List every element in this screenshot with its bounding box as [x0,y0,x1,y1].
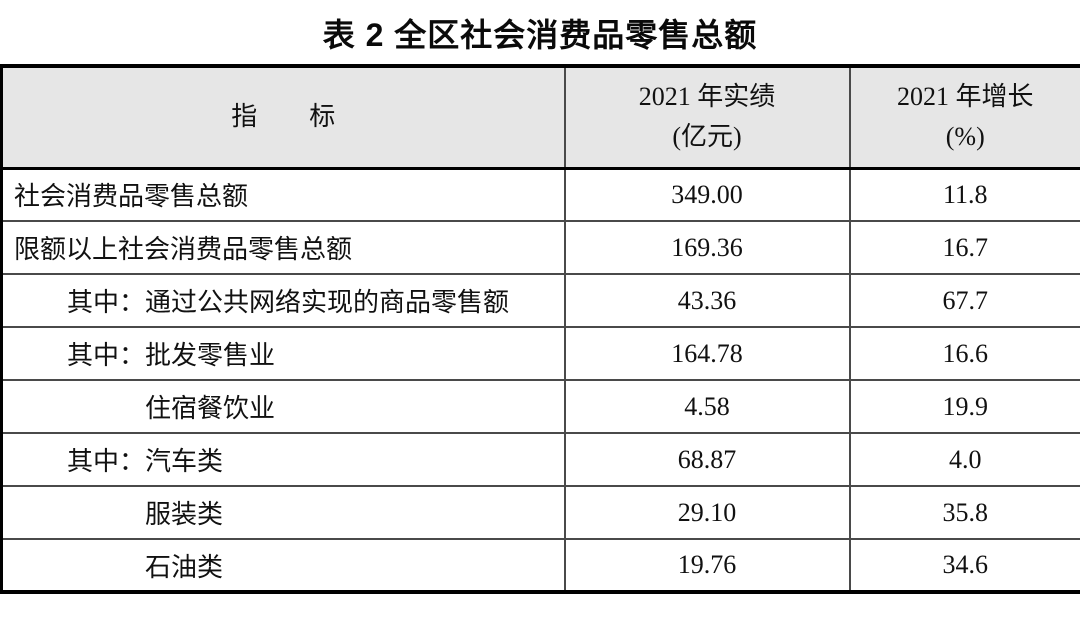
header-growth-2021: 2021 年增长 (%) [848,65,1080,170]
header-indicator: 指 标 [0,65,566,170]
retail-sales-table: 指 标 2021 年实绩 (亿元) 2021 年增长 (%) 社会消费品零售总额… [0,64,1080,594]
value-cell: 68.87 [563,432,851,487]
header-value-unit: (亿元) [672,122,742,152]
table-row: 其中：汽车类 68.87 4.0 [0,432,1080,487]
value-cell: 349.00 [563,167,851,222]
indicator-cell: 其中：汽车类 [0,432,566,487]
table-body: 社会消费品零售总额 349.00 11.8 限额以上社会消费品零售总额 169.… [0,167,1080,593]
growth-cell: 67.7 [848,273,1080,328]
value-cell: 43.36 [563,273,851,328]
table-row: 石油类 19.76 34.6 [0,538,1080,593]
growth-cell: 4.0 [848,432,1080,487]
growth-cell: 35.8 [848,485,1080,540]
value-cell: 169.36 [563,220,851,275]
value-cell: 29.10 [563,485,851,540]
growth-cell: 16.7 [848,220,1080,275]
header-row: 指 标 2021 年实绩 (亿元) 2021 年增长 (%) [0,65,1080,170]
value-cell: 164.78 [563,326,851,381]
indicator-cell: 石油类 [0,538,566,593]
table-row: 住宿餐饮业 4.58 19.9 [0,379,1080,434]
indicator-cell: 住宿餐饮业 [0,379,566,434]
table-row: 限额以上社会消费品零售总额 169.36 16.7 [0,220,1080,275]
table-row: 其中：通过公共网络实现的商品零售额 43.36 67.7 [0,273,1080,328]
header-value-line1: 2021 年实绩 [638,81,776,111]
table-title: 表 2 全区社会消费品零售总额 [322,17,758,53]
growth-cell: 19.9 [848,379,1080,434]
table-row: 服装类 29.10 35.8 [0,485,1080,540]
growth-cell: 11.8 [848,167,1080,222]
value-cell: 4.58 [563,379,851,434]
indicator-cell: 其中：批发零售业 [0,326,566,381]
growth-cell: 34.6 [848,538,1080,593]
indicator-cell: 其中：通过公共网络实现的商品零售额 [0,273,566,328]
table-row: 其中：批发零售业 164.78 16.6 [0,326,1080,381]
table-header: 指 标 2021 年实绩 (亿元) 2021 年增长 (%) [0,65,1080,170]
value-cell: 19.76 [563,538,851,593]
header-value-2021: 2021 年实绩 (亿元) [563,65,851,170]
indicator-cell: 服装类 [0,485,566,540]
table-row: 社会消费品零售总额 349.00 11.8 [0,167,1080,222]
header-growth-line1: 2021 年增长 [896,81,1034,111]
growth-cell: 16.6 [848,326,1080,381]
indicator-cell: 限额以上社会消费品零售总额 [0,220,566,275]
indicator-cell: 社会消费品零售总额 [0,167,566,222]
header-growth-unit: (%) [945,122,985,152]
